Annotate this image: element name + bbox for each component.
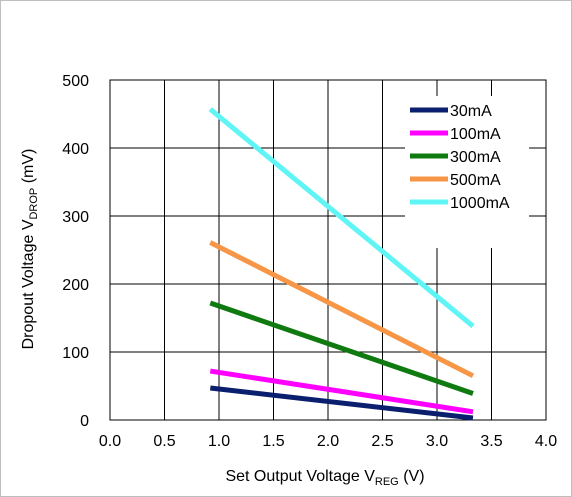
y-tick-label: 0 <box>80 413 89 430</box>
series-line-30mA <box>209 385 474 421</box>
series-line-100mA <box>209 368 474 415</box>
x-tick-label: 2.0 <box>317 433 339 450</box>
legend-label-500mA: 500mA <box>450 172 501 189</box>
x-tick-label: 2.5 <box>371 433 393 450</box>
legend-label-100mA: 100mA <box>450 126 501 143</box>
y-tick-label: 500 <box>62 73 89 90</box>
x-tick-label: 4.0 <box>535 433 557 450</box>
legend-background <box>405 96 529 248</box>
y-axis-title: Dropout Voltage VDROP (mV) <box>20 149 40 350</box>
y-tick-label: 200 <box>62 277 89 294</box>
legend-label-30mA: 30mA <box>450 103 492 120</box>
series-line-300mA <box>209 300 474 396</box>
x-tick-label: 3.0 <box>426 433 448 450</box>
x-tick-label: 1.5 <box>262 433 284 450</box>
y-tick-label: 300 <box>62 209 89 226</box>
y-tick-labels: 0 100 200 300 400 500 <box>62 73 89 430</box>
legend-label-300mA: 300mA <box>450 149 501 166</box>
x-tick-label: 0.0 <box>99 433 121 450</box>
x-tick-label: 3.5 <box>480 433 502 450</box>
x-tick-label: 1.0 <box>208 433 230 450</box>
series-lines <box>208 107 475 421</box>
legend: 30mA 100mA 300mA 500mA 1000mA <box>410 103 510 212</box>
x-axis-title: Set Output Voltage VREG (V) <box>225 468 424 488</box>
legend-label-1000mA: 1000mA <box>450 195 510 212</box>
x-tick-label: 0.5 <box>153 433 175 450</box>
plot-area-border <box>109 79 547 421</box>
y-tick-label: 100 <box>62 345 89 362</box>
x-tick-labels: 0.0 0.5 1.0 1.5 2.0 2.5 3.0 3.5 4.0 <box>99 433 557 450</box>
series-line-1000mA <box>208 107 475 329</box>
series-line-500mA <box>209 240 475 379</box>
y-tick-label: 400 <box>62 141 89 158</box>
